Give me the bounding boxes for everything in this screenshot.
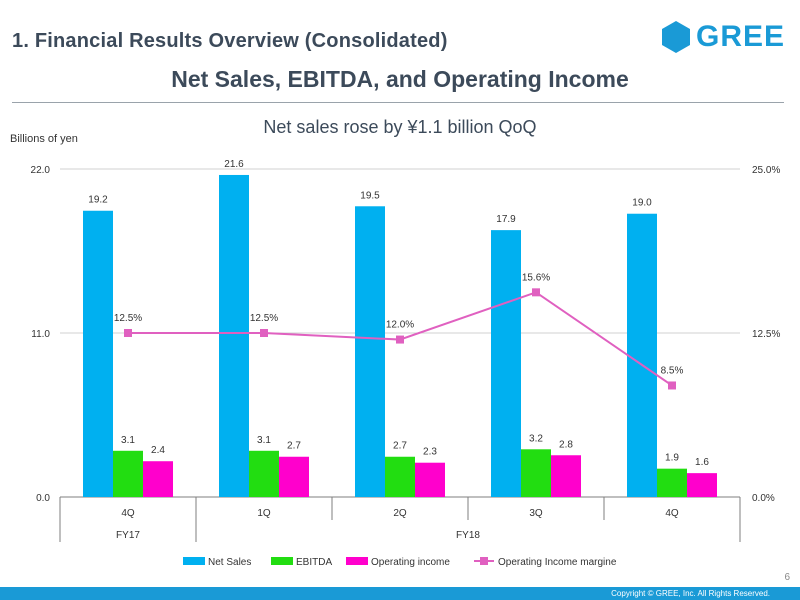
x-tick-label: 2Q [393, 508, 407, 519]
bar-ebitda [249, 450, 279, 497]
bar-data-label: 19.0 [632, 198, 652, 209]
y-tick-label: 22.0 [31, 165, 51, 176]
bar-data-label: 19.2 [88, 195, 108, 206]
chart-subtitle: Net sales rose by ¥1.1 billion QoQ [263, 117, 537, 137]
margin-point [396, 335, 404, 344]
x-tick-label: 4Q [665, 508, 679, 519]
margin-data-label: 8.5% [661, 365, 684, 376]
page-number: 6 [784, 572, 790, 583]
margin-data-label: 12.0% [386, 320, 414, 331]
bar-data-label: 3.2 [529, 433, 543, 444]
copyright-text: Copyright © GREE, Inc. All Rights Reserv… [611, 589, 770, 598]
margin-point [124, 329, 132, 337]
legend-label: Operating Income margine [498, 557, 617, 568]
legend-swatch [271, 557, 293, 565]
x-tick-label: 4Q [121, 508, 135, 519]
margin-point [668, 381, 676, 390]
bar-ebitda [385, 456, 415, 497]
x-group-label: FY17 [116, 530, 140, 541]
bar-data-label: 3.1 [121, 435, 135, 446]
bar-operating-income [279, 456, 309, 497]
bar-net-sales [491, 230, 521, 498]
y2-tick-label: 25.0% [752, 165, 780, 176]
margin-point [532, 288, 540, 297]
bar-net-sales [219, 174, 249, 498]
bar-ebitda [113, 450, 143, 497]
bar-data-label: 2.4 [151, 445, 165, 456]
bar-operating-income [687, 473, 717, 497]
footer-bar: Copyright © GREE, Inc. All Rights Reserv… [0, 587, 800, 600]
bar-net-sales [627, 213, 657, 497]
bar-ebitda [521, 449, 551, 497]
y-tick-label: 11.0 [31, 329, 50, 340]
bar-operating-income [415, 462, 445, 497]
y-tick-label: 0.0 [36, 493, 50, 504]
bar-data-label: 1.6 [695, 457, 709, 468]
bar-net-sales [83, 210, 113, 497]
bar-data-label: 1.9 [665, 453, 679, 464]
y2-tick-label: 12.5% [752, 329, 780, 340]
bar-net-sales [355, 206, 385, 498]
gree-logo: GREE [660, 20, 785, 54]
y2-tick-label: 0.0% [752, 493, 775, 504]
margin-data-label: 15.6% [522, 272, 550, 283]
legend-label: EBITDA [296, 557, 332, 568]
logo-text: GREE [696, 20, 786, 53]
header-title: 1. Financial Results Overview (Consolida… [12, 30, 448, 52]
bar-data-label: 2.3 [423, 447, 437, 458]
legend-label: Operating income [371, 557, 450, 568]
bar-data-label: 17.9 [496, 214, 516, 225]
x-group-label: FY18 [456, 530, 480, 541]
hexagon-logo-icon [662, 21, 690, 53]
slide-title: Net Sales, EBITDA, and Operating Income [171, 66, 629, 92]
bar-operating-income [551, 455, 581, 497]
x-tick-label: 3Q [529, 508, 543, 519]
y-axis-label: Billions of yen [10, 133, 78, 145]
bar-ebitda [657, 468, 687, 497]
bar-data-label: 2.7 [287, 441, 301, 452]
legend-swatch [346, 557, 368, 565]
legend-marker-swatch [480, 557, 488, 565]
legend-label: Net Sales [208, 557, 251, 568]
bar-data-label: 2.8 [559, 439, 573, 450]
x-tick-label: 1Q [257, 508, 271, 519]
margin-data-label: 12.5% [250, 313, 278, 324]
bar-data-label: 19.5 [360, 190, 380, 201]
margin-data-label: 12.5% [114, 313, 142, 324]
margin-point [260, 329, 268, 337]
legend-swatch [183, 557, 205, 565]
bar-operating-income [143, 461, 173, 497]
bar-data-label: 3.1 [257, 435, 271, 446]
title-divider [12, 102, 784, 103]
bar-data-label: 21.6 [224, 159, 244, 170]
bar-data-label: 2.7 [393, 441, 407, 452]
